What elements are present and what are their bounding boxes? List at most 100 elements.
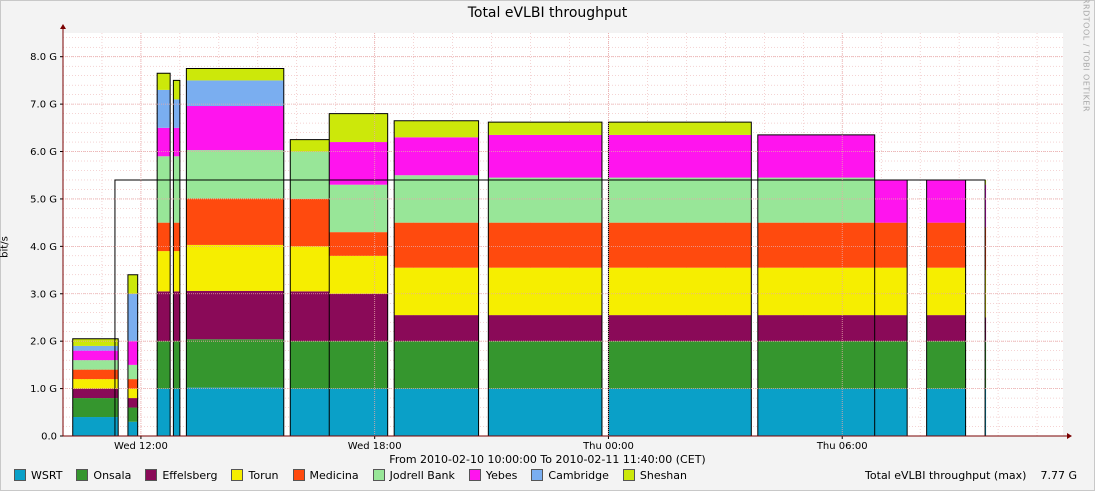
area-band-jodrell-bank — [329, 184, 388, 233]
time-range-label: From 2010-02-10 10:00:00 To 2010-02-11 1… — [389, 453, 706, 466]
area-band-jodrell-bank — [488, 177, 602, 223]
area-band-medicina — [329, 232, 388, 256]
legend-swatch — [292, 469, 305, 481]
area-band-yebes — [608, 134, 752, 178]
area-band-jodrell-bank — [157, 156, 171, 223]
legend-label: Sheshan — [639, 468, 687, 482]
y-tick-label: 7.0 G — [30, 100, 57, 111]
area-band-cambridge — [186, 80, 284, 107]
x-tick-label: Wed 12:00 — [114, 441, 168, 452]
area-band-wsrt — [290, 388, 330, 436]
area-band-sheshan — [157, 73, 171, 90]
legend-item-jodrell-bank: Jodrell Bank — [372, 468, 455, 482]
area-band-torun — [926, 267, 966, 316]
legend-swatch — [14, 469, 26, 481]
y-tick-label: 5.0 G — [30, 194, 57, 205]
area-band-medicina — [72, 369, 119, 380]
x-tick-label: Thu 06:00 — [816, 441, 868, 452]
area-band-medicina — [394, 222, 479, 268]
total-outline — [72, 68, 986, 436]
area-band-yebes — [127, 341, 138, 365]
area-band-wsrt — [608, 388, 752, 436]
legend-swatch — [76, 469, 89, 481]
area-band-onsala — [394, 341, 479, 389]
area-band-torun — [394, 267, 479, 316]
area-band-jodrell-bank — [394, 175, 479, 223]
area-band-jodrell-bank — [757, 177, 875, 223]
area-band-wsrt — [186, 387, 284, 436]
area-band-yebes — [72, 350, 119, 361]
area-band-medicina — [608, 222, 752, 268]
area-band-onsala — [127, 407, 138, 422]
legend-item-onsala: Onsala — [76, 469, 131, 482]
area-band-medicina — [874, 222, 908, 268]
y-tick-label: 3.0 G — [30, 289, 57, 300]
y-axis-arrow — [60, 24, 66, 29]
area-band-torun — [329, 255, 388, 294]
y-tick-label: 4.0 G — [30, 242, 57, 253]
area-band-yebes — [329, 142, 388, 185]
area-band-yebes — [757, 134, 875, 178]
area-band-sheshan — [127, 274, 138, 294]
legend-label: Effelsberg — [162, 468, 218, 482]
legend-swatch — [468, 469, 481, 481]
area-band-torun — [874, 267, 908, 316]
area-band-jodrell-bank — [72, 360, 119, 370]
area-band-wsrt — [874, 388, 908, 436]
area-band-sheshan — [72, 338, 119, 346]
area-band-cambridge — [157, 89, 171, 128]
legend-item-yebes: Yebes — [468, 469, 517, 482]
area-band-sheshan — [608, 122, 752, 135]
area-band-effelsberg — [488, 315, 602, 342]
area-band-sheshan — [329, 113, 388, 143]
legend-swatch — [622, 469, 635, 481]
area-band-torun — [157, 251, 171, 292]
area-band-sheshan — [173, 80, 180, 100]
area-band-wsrt — [488, 388, 602, 436]
area-band-jodrell-bank — [186, 150, 284, 199]
area-band-sheshan — [394, 120, 479, 138]
area-band-yebes — [926, 179, 966, 223]
legend-label: Jodrell Bank — [389, 468, 455, 482]
area-band-jodrell-bank — [290, 151, 330, 199]
area-band-sheshan — [290, 139, 330, 152]
legend-swatch — [531, 469, 544, 481]
area-band-wsrt — [757, 388, 875, 436]
legend-swatch — [231, 469, 244, 481]
area-band-wsrt — [72, 417, 119, 436]
area-band-wsrt — [127, 421, 138, 436]
legend-item-medicina: Medicina — [292, 469, 359, 482]
legend-item-effelsberg: Effelsberg — [145, 469, 217, 482]
area-band-jodrell-bank — [608, 177, 752, 223]
area-band-onsala — [173, 341, 180, 389]
legend-item-torun: Torun — [231, 469, 279, 482]
area-band-medicina — [926, 222, 966, 268]
area-band-yebes — [186, 106, 284, 151]
area-band-yebes — [874, 179, 908, 223]
area-band-yebes — [488, 134, 602, 178]
area-band-sheshan — [488, 122, 602, 135]
area-band-effelsberg — [157, 291, 171, 342]
area-band-wsrt — [926, 388, 966, 436]
area-band-onsala — [72, 398, 119, 418]
area-band-medicina — [157, 222, 171, 252]
area-band-medicina — [186, 198, 284, 245]
area-band-onsala — [608, 341, 752, 389]
legend-label: Onsala — [93, 468, 132, 482]
legend-item-wsrt: WSRT — [14, 469, 62, 482]
area-band-torun — [488, 267, 602, 316]
area-band-cambridge — [173, 99, 180, 128]
area-band-effelsberg — [329, 293, 388, 342]
total-value: 7.77 G — [1040, 468, 1077, 482]
area-band-effelsberg — [72, 388, 119, 399]
area-band-torun — [290, 246, 330, 292]
area-band-torun — [72, 379, 119, 389]
x-tick-label: Thu 00:00 — [582, 441, 634, 452]
area-band-onsala — [290, 341, 330, 389]
area-band-onsala — [926, 341, 966, 389]
area-band-wsrt — [329, 388, 388, 436]
legend-item-sheshan: Sheshan — [622, 468, 687, 482]
area-band-onsala — [186, 339, 284, 388]
y-tick-label: 0.0 — [41, 432, 57, 443]
